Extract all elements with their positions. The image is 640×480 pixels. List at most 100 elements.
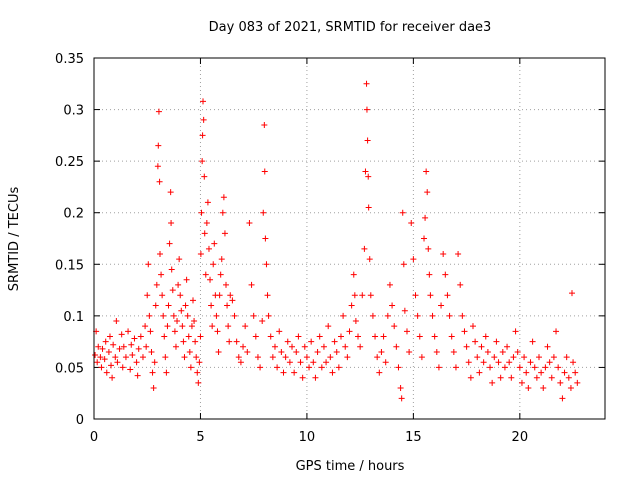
data-point (109, 374, 116, 381)
data-point (199, 132, 206, 139)
data-point (291, 369, 298, 376)
data-point (101, 356, 108, 363)
data-point (540, 385, 547, 392)
data-point (201, 173, 208, 180)
data-point (240, 343, 247, 350)
data-point (98, 364, 105, 371)
data-point (514, 348, 521, 355)
data-point (95, 343, 102, 350)
data-point (235, 354, 242, 361)
data-point (418, 354, 425, 361)
data-point (185, 333, 192, 340)
data-point (257, 364, 264, 371)
data-point (293, 348, 300, 355)
data-point (178, 307, 185, 314)
data-point (162, 354, 169, 361)
data-point (269, 354, 276, 361)
data-point (231, 312, 238, 319)
data-point (227, 292, 234, 299)
data-point (134, 372, 141, 379)
data-point (364, 137, 371, 144)
data-point (286, 359, 293, 366)
data-point (131, 335, 138, 342)
data-point (280, 369, 287, 376)
data-point (525, 385, 532, 392)
data-point (482, 333, 489, 340)
y-tick-label: 0.1 (63, 310, 84, 325)
y-tick-label: 0.05 (55, 361, 84, 376)
data-point (567, 385, 574, 392)
data-point (137, 333, 144, 340)
data-point (164, 323, 171, 330)
data-point (192, 338, 199, 345)
data-point (355, 333, 362, 340)
data-point (207, 276, 214, 283)
data-point (108, 362, 115, 369)
data-point (561, 369, 568, 376)
data-point (106, 333, 113, 340)
data-point (229, 297, 236, 304)
data-point (148, 348, 155, 355)
data-point (260, 209, 267, 216)
data-point (264, 292, 271, 299)
data-point (201, 230, 208, 237)
data-point (424, 189, 431, 196)
data-point (327, 354, 334, 361)
data-point (129, 352, 136, 359)
data-point (143, 343, 150, 350)
data-point (425, 245, 432, 252)
y-tick-label: 0.2 (63, 207, 84, 222)
data-point (259, 318, 266, 325)
data-point (276, 328, 283, 335)
x-tick-label: 15 (405, 430, 422, 445)
data-point (135, 345, 142, 352)
data-point (211, 240, 218, 247)
data-point (527, 359, 534, 366)
data-point (139, 354, 146, 361)
data-point (548, 374, 555, 381)
data-point (278, 348, 285, 355)
data-point (393, 343, 400, 350)
x-tick-label: 20 (512, 430, 529, 445)
data-point (346, 328, 353, 335)
data-point (391, 323, 398, 330)
y-tick-label: 0.25 (55, 155, 84, 170)
data-point (553, 328, 560, 335)
data-point (538, 369, 545, 376)
data-point (531, 364, 538, 371)
data-point (224, 302, 231, 309)
data-point (177, 292, 184, 299)
data-point (365, 173, 372, 180)
data-point (365, 204, 372, 211)
data-point (499, 348, 506, 355)
data-point (271, 343, 278, 350)
data-point (487, 364, 494, 371)
data-point (180, 338, 187, 345)
x-tick-label: 10 (299, 430, 316, 445)
data-point (440, 250, 447, 257)
data-point (476, 369, 483, 376)
y-axis-title: SRMTID / TECUs (7, 187, 22, 292)
data-point (114, 359, 121, 366)
data-point (160, 312, 167, 319)
data-point (215, 348, 222, 355)
data-point (153, 281, 160, 288)
data-point (195, 379, 202, 386)
data-point (295, 333, 302, 340)
data-point (465, 359, 472, 366)
data-point (242, 323, 249, 330)
data-point (191, 318, 198, 325)
data-point (386, 281, 393, 288)
data-point (557, 379, 564, 386)
data-point (559, 395, 566, 402)
data-point (320, 343, 327, 350)
data-point (175, 281, 182, 288)
data-point (508, 374, 515, 381)
x-tick-label: 5 (196, 430, 204, 445)
data-point (179, 323, 186, 330)
data-point (384, 312, 391, 319)
data-point (544, 343, 551, 350)
data-point (150, 385, 157, 392)
data-point (340, 312, 347, 319)
